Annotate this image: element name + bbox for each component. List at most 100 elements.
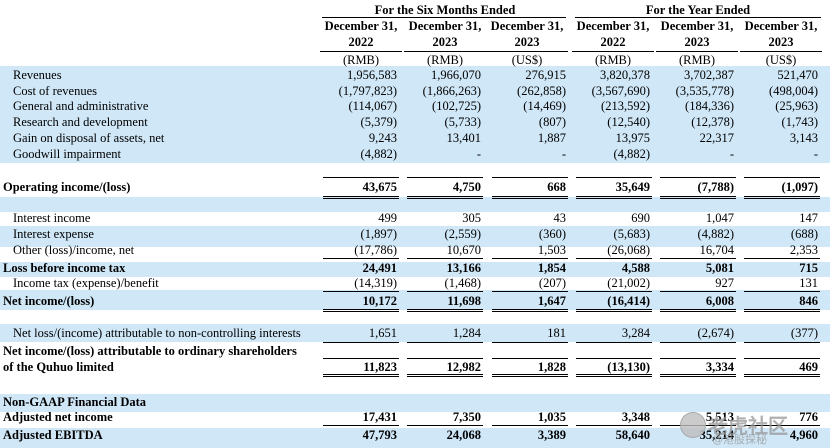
- row-label: Income tax (expense)/benefit: [13, 276, 159, 290]
- row-band: [0, 262, 830, 277]
- row-label: Revenues: [13, 68, 62, 82]
- row-value: 3,143: [789, 131, 818, 145]
- column-year: 2022: [348, 35, 374, 49]
- row-value: (4,882): [613, 147, 650, 161]
- row-value: 22,317: [699, 131, 734, 145]
- row-value: (262,858): [517, 84, 566, 98]
- column-date: December 31,: [744, 19, 818, 33]
- total-rule: [407, 309, 483, 310]
- row-value: 1,284: [452, 326, 481, 340]
- row-value: 12,982: [446, 360, 481, 374]
- row-value: 1,887: [537, 131, 566, 145]
- row-value: 1,651: [368, 326, 397, 340]
- row-band: [0, 428, 830, 448]
- row-value: 5,081: [705, 261, 734, 275]
- column-date: December 31,: [576, 19, 650, 33]
- column-unit: (RMB): [342, 53, 380, 67]
- subtotal-rule: [744, 425, 820, 426]
- row-value: 1,647: [537, 294, 566, 308]
- total-rule: [744, 309, 820, 310]
- total-rule: [660, 374, 736, 375]
- row-band: [0, 290, 830, 310]
- subtotal-rule: [744, 342, 820, 343]
- row-value: (1,897): [360, 227, 397, 241]
- column-date: December 31,: [660, 19, 734, 33]
- row-value: 1,956,583: [347, 68, 397, 82]
- row-value: (102,725): [432, 99, 481, 113]
- subtotal-rule: [407, 425, 483, 426]
- column-year: 2022: [600, 35, 626, 49]
- subtotal-rule: [576, 425, 652, 426]
- total-rule: [660, 198, 736, 199]
- row-value: -: [813, 147, 818, 161]
- row-value: (207): [538, 276, 566, 290]
- column-year: 2023: [514, 35, 540, 49]
- row-value: 16,704: [699, 243, 734, 257]
- row-value: -: [729, 147, 734, 161]
- subtotal-rule: [407, 258, 483, 259]
- total-rule: [576, 309, 652, 310]
- row-value: (17,786): [354, 243, 397, 257]
- row-value: (2,559): [444, 227, 481, 241]
- subtotal-rule: [323, 358, 399, 359]
- row-value: 3,389: [537, 428, 566, 442]
- subtotal-rule: [323, 342, 399, 343]
- row-value: -: [476, 147, 481, 161]
- total-rule: [744, 374, 820, 375]
- row-value: 43: [553, 211, 567, 225]
- row-value: 43,675: [362, 180, 397, 194]
- row-value: 5,513: [705, 410, 734, 424]
- total-rule: [323, 311, 399, 312]
- column-year: 2023: [768, 35, 794, 49]
- row-label: Net income/(loss): [3, 294, 95, 308]
- row-band: [0, 394, 830, 412]
- column-rule: [404, 51, 486, 52]
- row-label: Net income/(loss) attributable to ordina…: [3, 344, 297, 358]
- row-value: (14,319): [354, 276, 397, 290]
- total-rule: [323, 374, 399, 375]
- subtotal-rule: [323, 177, 399, 178]
- row-band: [0, 226, 830, 247]
- row-value: 3,702,387: [684, 68, 734, 82]
- total-rule: [744, 198, 820, 199]
- row-label: Cost of revenues: [13, 84, 98, 98]
- row-label: of the Quhuo limited: [3, 360, 114, 374]
- total-rule: [407, 198, 483, 199]
- row-value: (25,963): [775, 99, 818, 113]
- row-value: 276,915: [525, 68, 566, 82]
- column-year: 2023: [432, 35, 458, 49]
- subtotal-rule: [576, 358, 652, 359]
- subtotal-rule: [407, 177, 483, 178]
- row-value: -: [561, 147, 566, 161]
- row-value: (377): [790, 326, 818, 340]
- total-rule: [660, 376, 736, 377]
- row-value: (5,733): [444, 115, 481, 129]
- row-value: 58,640: [615, 428, 650, 442]
- row-value: (7,788): [697, 180, 734, 194]
- row-value: 4,960: [789, 428, 818, 442]
- row-value: 1,828: [537, 360, 566, 374]
- row-value: (12,378): [691, 115, 734, 129]
- column-unit: (US$): [765, 53, 797, 67]
- subtotal-rule: [576, 177, 652, 178]
- row-value: 1,854: [537, 261, 566, 275]
- total-rule: [323, 309, 399, 310]
- row-label: General and administrative: [13, 99, 149, 113]
- row-value: (1,468): [444, 276, 481, 290]
- subtotal-rule: [492, 358, 568, 359]
- header-six-months: For the Six Months Ended: [374, 3, 516, 17]
- subtotal-rule: [407, 358, 483, 359]
- header-rule: [322, 17, 566, 18]
- row-value: 6,008: [705, 294, 734, 308]
- total-rule: [660, 309, 736, 310]
- row-value: 147: [799, 211, 818, 225]
- row-value: 1,503: [537, 243, 566, 257]
- row-label: Adjusted net income: [3, 410, 113, 424]
- row-label: Goodwill impairment: [13, 147, 121, 161]
- subtotal-rule: [407, 291, 483, 292]
- row-value: 690: [631, 211, 650, 225]
- row-value: (1,097): [781, 180, 818, 194]
- row-value: (26,068): [607, 243, 650, 257]
- header-year: For the Year Ended: [645, 3, 751, 17]
- total-rule: [492, 374, 568, 375]
